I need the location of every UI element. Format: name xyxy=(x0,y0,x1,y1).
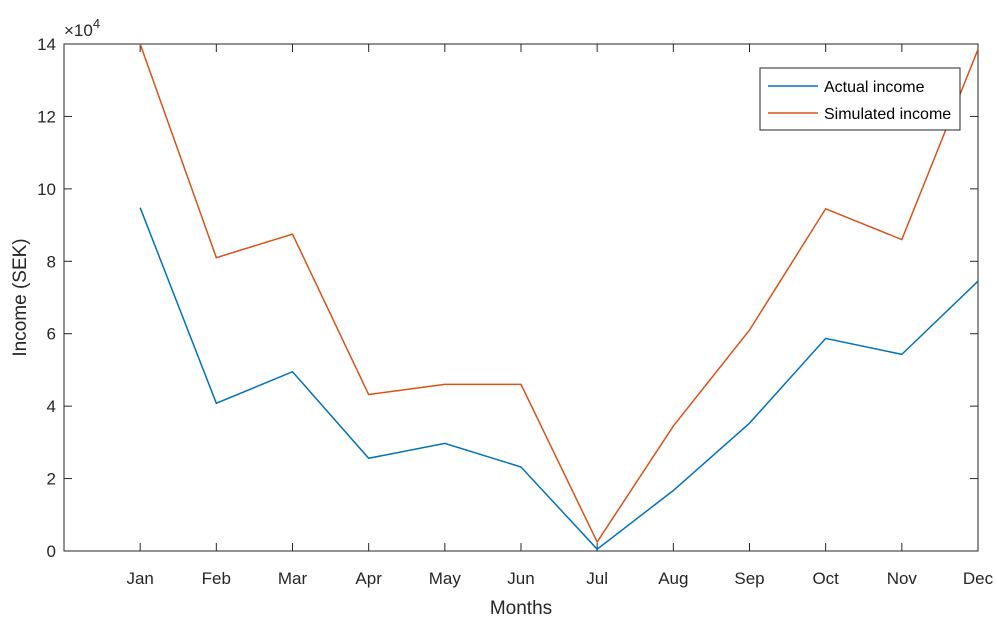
plot-area: 0 2 4 6 8 10 12 14 Jan Feb Mar Apr May Jun Jul Aug Sep Oc… xyxy=(10,16,994,619)
x-tick-label: Jan xyxy=(126,569,153,588)
legend-box xyxy=(759,67,961,131)
y-tick-label: 12 xyxy=(37,107,56,126)
y-tick-label: 4 xyxy=(47,397,56,416)
y-tick-label: 0 xyxy=(47,542,56,561)
x-tick-label: Apr xyxy=(355,569,382,588)
x-tick-label: Aug xyxy=(658,569,688,588)
series-line-actual-income xyxy=(139,207,978,551)
series-line-simulated-income xyxy=(139,44,978,544)
x-tick-label: Nov xyxy=(887,569,918,588)
y-tick-label: 8 xyxy=(47,252,56,271)
y-tick-label: 14 xyxy=(37,35,56,54)
x-tick-label: Mar xyxy=(278,569,308,588)
x-tick-label: Sep xyxy=(734,569,764,588)
y-tick-label: 10 xyxy=(37,180,56,199)
y-tick-label: 6 xyxy=(47,325,56,344)
x-axis-label: Months xyxy=(490,598,552,619)
y-tick-label: 2 xyxy=(47,470,56,489)
y-exponent-label: ×104 xyxy=(64,16,100,40)
x-tick-label: Feb xyxy=(202,569,231,588)
x-tick-label: Jun xyxy=(507,569,534,588)
x-tick-label: Jul xyxy=(586,569,608,588)
x-tick-label: Oct xyxy=(812,569,839,588)
legend-label: Actual income xyxy=(824,79,925,96)
x-tick-label: Dec xyxy=(963,569,994,588)
x-tick-label: May xyxy=(429,569,462,588)
y-axis-label: Income (SEK) xyxy=(10,238,31,356)
y-exponent-superscript: 4 xyxy=(93,16,100,31)
legend-label: Simulated income xyxy=(824,106,951,123)
